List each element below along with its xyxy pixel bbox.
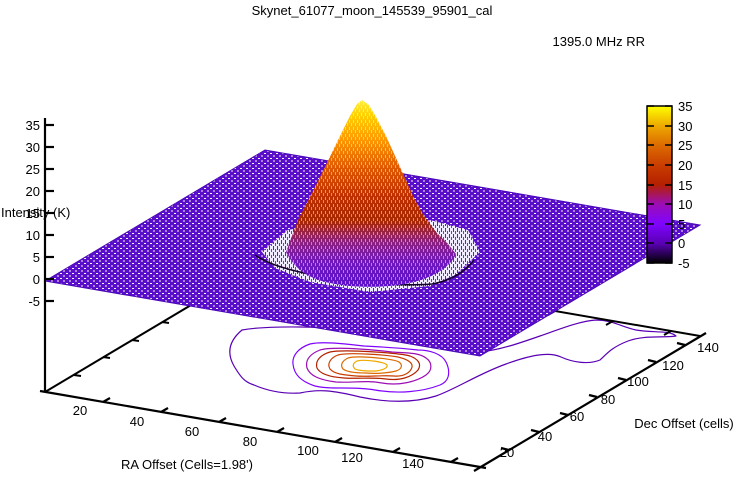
x-tick-labels: 20 40 60 80 100 120 140 (73, 403, 424, 471)
colorbar: 35 30 25 20 15 10 5 0 -5 (646, 99, 692, 271)
x-axis-line (39, 389, 487, 470)
plot-title: Skynet_61077_moon_145539_95901_cal (252, 3, 493, 18)
legend: 1395.0 MHz RR (553, 34, 695, 49)
contour-level-20 (328, 353, 413, 377)
x-tick-label: 140 (402, 456, 424, 471)
colorbar-tick-label: 20 (678, 158, 692, 173)
z-tick-label: 5 (33, 250, 40, 265)
y-tick-label: 140 (697, 340, 719, 355)
y-tick-label: 80 (601, 392, 615, 407)
z-axis-title: Intensity (K) (1, 205, 70, 220)
z-tick-labels: 35 30 25 20 15 10 5 0 -5 (26, 118, 40, 309)
x-tick-label: 100 (297, 443, 319, 458)
y-tick-label: 120 (662, 358, 684, 373)
z-tick-label: 25 (26, 162, 40, 177)
contour-level-15 (315, 350, 421, 381)
contour-level-30 (352, 359, 388, 372)
colorbar-tick-label: -5 (678, 256, 690, 271)
z-axis-ticks (45, 123, 54, 303)
z-tick-label: 35 (26, 118, 40, 133)
y-axis-line (473, 332, 707, 472)
x-tick-label: 40 (130, 414, 144, 429)
z-tick-label: 30 (26, 140, 40, 155)
colorbar-tick-label: 35 (678, 99, 692, 114)
z-tick-label: 0 (33, 272, 40, 287)
x-tick-label: 120 (341, 450, 363, 465)
colorbar-tick-label: 5 (678, 217, 685, 232)
x-tick-label: 80 (243, 434, 257, 449)
colorbar-tick-label: 10 (678, 197, 692, 212)
y-axis-ticks (500, 341, 686, 452)
colorbar-tick-label: 15 (678, 178, 692, 193)
x-tick-label: 20 (73, 403, 87, 418)
x-axis-ticks (102, 397, 459, 463)
z-tick-label: 10 (26, 228, 40, 243)
axes (39, 118, 707, 472)
colorbar-tick-label: 30 (678, 119, 692, 134)
y-tick-label: 60 (570, 409, 584, 424)
colorbar-tick-label: 0 (678, 236, 685, 251)
colorbar-tick-labels: 35 30 25 20 15 10 5 0 -5 (678, 99, 692, 271)
legend-entry-label: 1395.0 MHz RR (553, 34, 645, 49)
contour-level-5 (292, 342, 450, 393)
contour-level-25 (341, 356, 402, 374)
surface-peak (286, 100, 456, 287)
x-axis-title: RA Offset (Cells=1.98') (121, 457, 253, 472)
rear-left-ticks (73, 304, 199, 377)
y-tick-label: 20 (500, 445, 514, 460)
z-tick-label: 20 (26, 184, 40, 199)
colorbar-ticks (647, 105, 672, 264)
y-axis-title: Dec Offset (cells) (634, 416, 733, 431)
x-tick-label: 60 (185, 424, 199, 439)
z-tick-label: -5 (28, 294, 40, 309)
peak-mesh-overlay (286, 100, 456, 287)
y-tick-labels: 20 40 60 80 100 120 140 (500, 340, 719, 460)
contour-level-10 (305, 347, 432, 385)
colorbar-tick-label: 25 (678, 138, 692, 153)
z-tick-label: 15 (26, 206, 40, 221)
y-tick-label: 100 (627, 374, 649, 389)
y-tick-label: 40 (538, 429, 552, 444)
